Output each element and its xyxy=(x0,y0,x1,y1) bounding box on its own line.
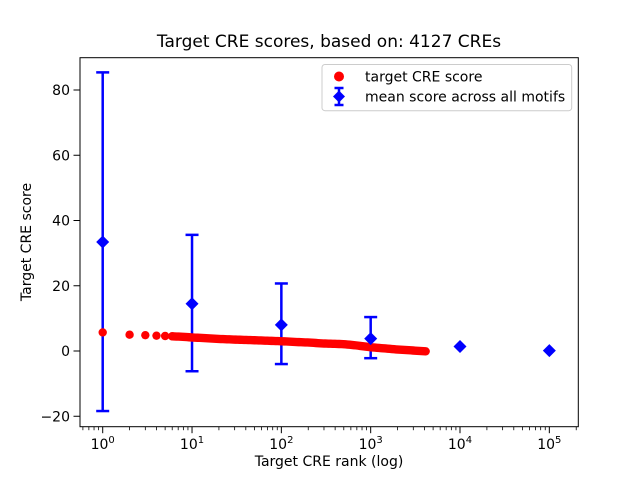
blue-diamond-point xyxy=(96,235,110,249)
y-tick-label: 20 xyxy=(52,279,70,295)
legend-markers xyxy=(333,71,345,107)
legend: target CRE score mean score across all m… xyxy=(321,64,573,112)
x-major-ticks: 100 101 102 103 104 105 xyxy=(91,426,561,453)
x-tick-label: 100 xyxy=(91,435,115,453)
target-cre-score-series xyxy=(98,328,430,356)
y-tick-label: 60 xyxy=(52,148,70,164)
mean-score-series xyxy=(96,235,556,358)
red-data-point xyxy=(125,330,134,339)
blue-diamond-point xyxy=(274,318,288,332)
legend-label-target-cre-score: target CRE score xyxy=(365,70,482,86)
red-data-point xyxy=(152,331,161,340)
legend-label-mean-score: mean score across all motifs xyxy=(365,90,565,106)
y-tick-label: 40 xyxy=(52,214,70,230)
x-minor-ticks xyxy=(82,426,577,431)
blue-diamond-point xyxy=(185,297,199,311)
x-tick-label: 102 xyxy=(269,435,293,453)
blue-diamond-point xyxy=(453,339,467,353)
plot-area xyxy=(79,57,579,428)
chart-title: Target CRE scores, based on: 4127 CREs xyxy=(156,32,501,52)
legend-box xyxy=(321,64,573,112)
y-tick-label: 80 xyxy=(52,83,70,99)
blue-diamond-point xyxy=(364,332,378,346)
y-axis-label: Target CRE score xyxy=(19,183,35,302)
x-tick-label: 103 xyxy=(359,435,383,453)
x-tick-label: 105 xyxy=(537,435,561,453)
y-tick-label: 0 xyxy=(61,344,70,360)
y-major-ticks: −20 0 20 40 60 80 xyxy=(40,83,80,425)
x-tick-label: 101 xyxy=(180,435,204,453)
y-tick-label: −20 xyxy=(40,409,70,425)
x-tick-label: 104 xyxy=(448,435,472,453)
legend-circle-marker xyxy=(334,71,344,82)
red-data-point xyxy=(160,331,170,341)
red-data-band xyxy=(168,332,430,356)
red-data-point xyxy=(141,330,150,340)
red-data-point xyxy=(98,328,107,337)
legend-diamond-marker xyxy=(333,90,345,103)
blue-diamond-point xyxy=(542,344,556,358)
x-axis-label: Target CRE rank (log) xyxy=(254,454,404,470)
